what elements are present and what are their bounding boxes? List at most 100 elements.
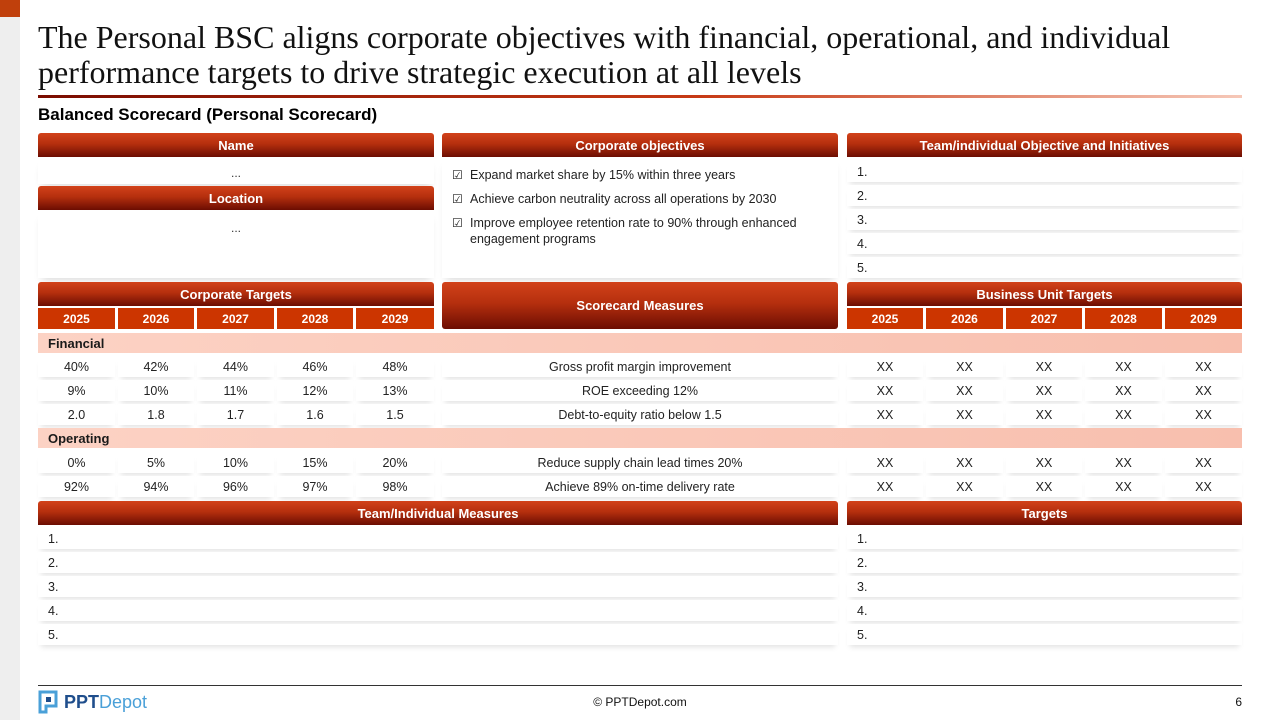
scorecard-measure-cell: Reduce supply chain lead times 20% — [442, 452, 838, 473]
objective-item: ☑ Improve employee retention rate to 90%… — [452, 215, 832, 247]
business-unit-year-header: 2027 — [1006, 308, 1082, 329]
target-row: 5. — [847, 624, 1242, 645]
corporate-target-cell: 1.7 — [197, 404, 274, 425]
copyright-text: © PPTDepot.com — [593, 695, 687, 709]
logo-icon — [38, 690, 58, 714]
corporate-target-cell: 1.8 — [118, 404, 194, 425]
business-unit-target-cell: XX — [1006, 452, 1082, 473]
business-unit-year-header: 2026 — [926, 308, 1003, 329]
page-number: 6 — [1235, 695, 1242, 709]
team-objective-row: 4. — [847, 233, 1242, 254]
checkbox-icon: ☑ — [452, 168, 463, 182]
team-measure-row: 3. — [38, 576, 838, 597]
business-unit-target-cell: XX — [1165, 356, 1242, 377]
corporate-year-header: 2028 — [277, 308, 353, 329]
business-unit-target-cell: XX — [926, 452, 1003, 473]
team-objective-row: 5. — [847, 257, 1242, 278]
team-objective-row: 2. — [847, 185, 1242, 206]
business-unit-target-cell: XX — [926, 404, 1003, 425]
corporate-year-header: 2027 — [197, 308, 274, 329]
targets-header: Targets — [847, 501, 1242, 525]
corporate-target-cell: 10% — [197, 452, 274, 473]
business-unit-targets-header: Business Unit Targets — [847, 282, 1242, 306]
slide-subtitle: Balanced Scorecard (Personal Scorecard) — [38, 105, 378, 124]
business-unit-target-cell: XX — [1165, 380, 1242, 401]
target-row: 4. — [847, 600, 1242, 621]
team-objectives-header: Team/individual Objective and Initiative… — [847, 133, 1242, 157]
slide-title: The Personal BSC aligns corporate object… — [38, 19, 1171, 90]
corporate-target-cell: 44% — [197, 356, 274, 377]
title-underline — [38, 95, 1242, 98]
checkbox-icon: ☑ — [452, 216, 463, 230]
business-unit-target-cell: XX — [1165, 452, 1242, 473]
corporate-target-cell: 40% — [38, 356, 115, 377]
business-unit-target-cell: XX — [1006, 356, 1082, 377]
corporate-target-cell: 12% — [277, 380, 353, 401]
corporate-target-cell: 42% — [118, 356, 194, 377]
business-unit-target-cell: XX — [1006, 380, 1082, 401]
corporate-target-cell: 15% — [277, 452, 353, 473]
location-header: Location — [38, 186, 434, 210]
corporate-target-cell: 1.5 — [356, 404, 434, 425]
corporate-objectives-header: Corporate objectives — [442, 133, 838, 157]
corporate-target-cell: 48% — [356, 356, 434, 377]
pptdepot-logo: PPTDepot — [38, 690, 147, 714]
footer-rule — [38, 685, 1242, 686]
scorecard-measures-header: Scorecard Measures — [442, 282, 838, 329]
target-row: 3. — [847, 576, 1242, 597]
team-measure-row: 1. — [38, 528, 838, 549]
business-unit-target-cell: XX — [847, 356, 923, 377]
team-objective-row: 1. — [847, 161, 1242, 182]
team-measure-row: 2. — [38, 552, 838, 573]
corporate-target-cell: 0% — [38, 452, 115, 473]
corporate-target-cell: 13% — [356, 380, 434, 401]
corporate-target-cell: 96% — [197, 476, 274, 497]
target-row: 1. — [847, 528, 1242, 549]
corporate-target-cell: 97% — [277, 476, 353, 497]
business-unit-year-header: 2028 — [1085, 308, 1162, 329]
corporate-target-cell: 92% — [38, 476, 115, 497]
objective-item: ☑ Achieve carbon neutrality across all o… — [452, 191, 832, 207]
business-unit-target-cell: XX — [1165, 404, 1242, 425]
business-unit-target-cell: XX — [847, 452, 923, 473]
category-operating: Operating — [38, 428, 1242, 448]
corporate-objectives-box — [442, 157, 838, 278]
objective-text: Achieve carbon neutrality across all ope… — [470, 192, 777, 206]
target-row: 2. — [847, 552, 1242, 573]
business-unit-target-cell: XX — [926, 356, 1003, 377]
corporate-target-cell: 94% — [118, 476, 194, 497]
name-header: Name — [38, 133, 434, 157]
business-unit-target-cell: XX — [1006, 404, 1082, 425]
category-financial: Financial — [38, 333, 1242, 353]
checkbox-icon: ☑ — [452, 192, 463, 206]
team-measure-row: 5. — [38, 624, 838, 645]
logo-text-bold: PPT — [64, 691, 100, 712]
corporate-year-header: 2025 — [38, 308, 115, 329]
location-value: ... — [230, 221, 241, 235]
scorecard-measure-cell: Debt-to-equity ratio below 1.5 — [442, 404, 838, 425]
corporate-year-header: 2026 — [118, 308, 194, 329]
team-measures-header: Team/Individual Measures — [38, 501, 838, 525]
scorecard-measure-cell: ROE exceeding 12% — [442, 380, 838, 401]
business-unit-target-cell: XX — [926, 380, 1003, 401]
objective-item: ☑ Expand market share by 15% within thre… — [452, 167, 832, 183]
name-value: ... — [230, 166, 241, 180]
corporate-target-cell: 2.0 — [38, 404, 115, 425]
logo-text: PPTDepot — [64, 692, 147, 713]
business-unit-target-cell: XX — [847, 476, 923, 497]
business-unit-year-header: 2029 — [1165, 308, 1242, 329]
corporate-target-cell: 46% — [277, 356, 353, 377]
business-unit-target-cell: XX — [1085, 452, 1162, 473]
business-unit-target-cell: XX — [1085, 380, 1162, 401]
business-unit-target-cell: XX — [1006, 476, 1082, 497]
corner-accent — [0, 0, 20, 17]
team-objective-row: 3. — [847, 209, 1242, 230]
corporate-target-cell: 5% — [118, 452, 194, 473]
business-unit-target-cell: XX — [926, 476, 1003, 497]
corporate-target-cell: 9% — [38, 380, 115, 401]
business-unit-target-cell: XX — [1085, 356, 1162, 377]
business-unit-target-cell: XX — [847, 404, 923, 425]
team-measure-row: 4. — [38, 600, 838, 621]
business-unit-year-header: 2025 — [847, 308, 923, 329]
scorecard-measure-cell: Gross profit margin improvement — [442, 356, 838, 377]
